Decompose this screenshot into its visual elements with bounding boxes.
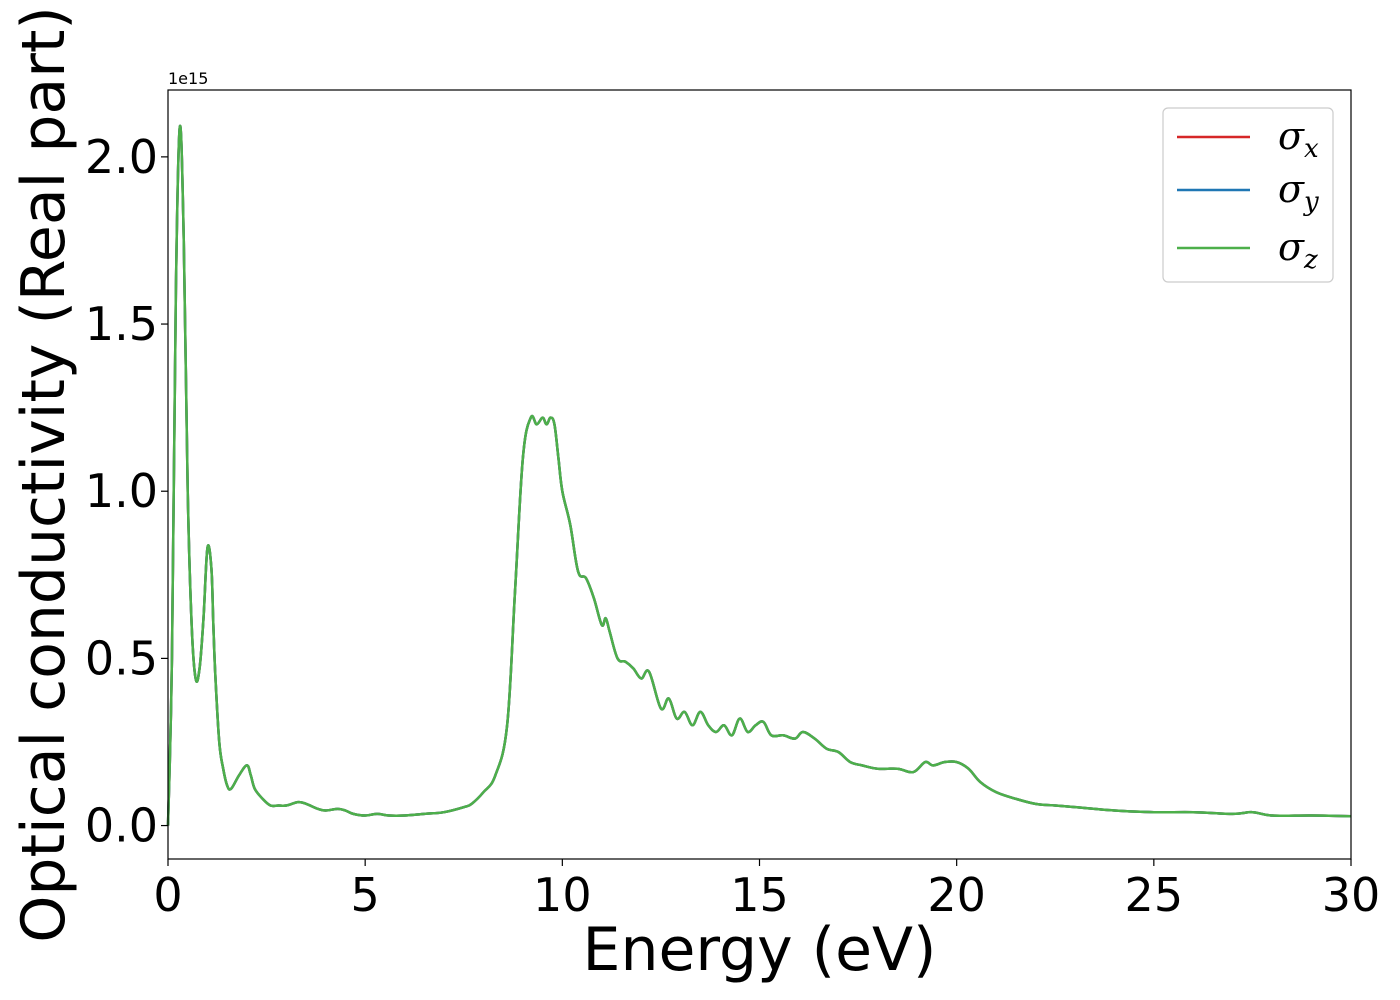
x-axis-label: Energy (eV)	[583, 915, 937, 985]
series-layer	[166, 124, 1352, 826]
x-tick-label: 25	[1125, 868, 1184, 922]
x-tick-label: 30	[1322, 868, 1381, 922]
x-tick-label: 20	[927, 868, 986, 922]
y-tick-label: 0.5	[85, 631, 158, 685]
x-axis-ticks: 0 5 10 15 20 25 30	[153, 859, 1380, 922]
legend-label-x: σx	[1278, 114, 1319, 164]
x-tick-label: 15	[730, 868, 789, 922]
legend-label-z: σz	[1278, 225, 1318, 275]
y-axis-label: Optical conductivity (Real part)	[9, 6, 79, 943]
x-tick-label: 10	[533, 868, 592, 922]
y-tick-label: 1.0	[85, 464, 158, 518]
y-offset-label: 1e15	[168, 69, 208, 88]
legend-label-y: σy	[1278, 167, 1319, 217]
y-tick-label: 1.5	[85, 297, 158, 351]
y-axis-ticks: 0.0 0.5 1.0 1.5 2.0	[85, 130, 168, 853]
x-tick-label: 5	[351, 868, 380, 922]
series-line-z	[166, 124, 1352, 826]
y-tick-label: 0.0	[85, 799, 158, 853]
y-tick-label: 2.0	[85, 130, 158, 184]
legend-box	[1162, 107, 1334, 283]
x-tick-label: 0	[153, 868, 182, 922]
